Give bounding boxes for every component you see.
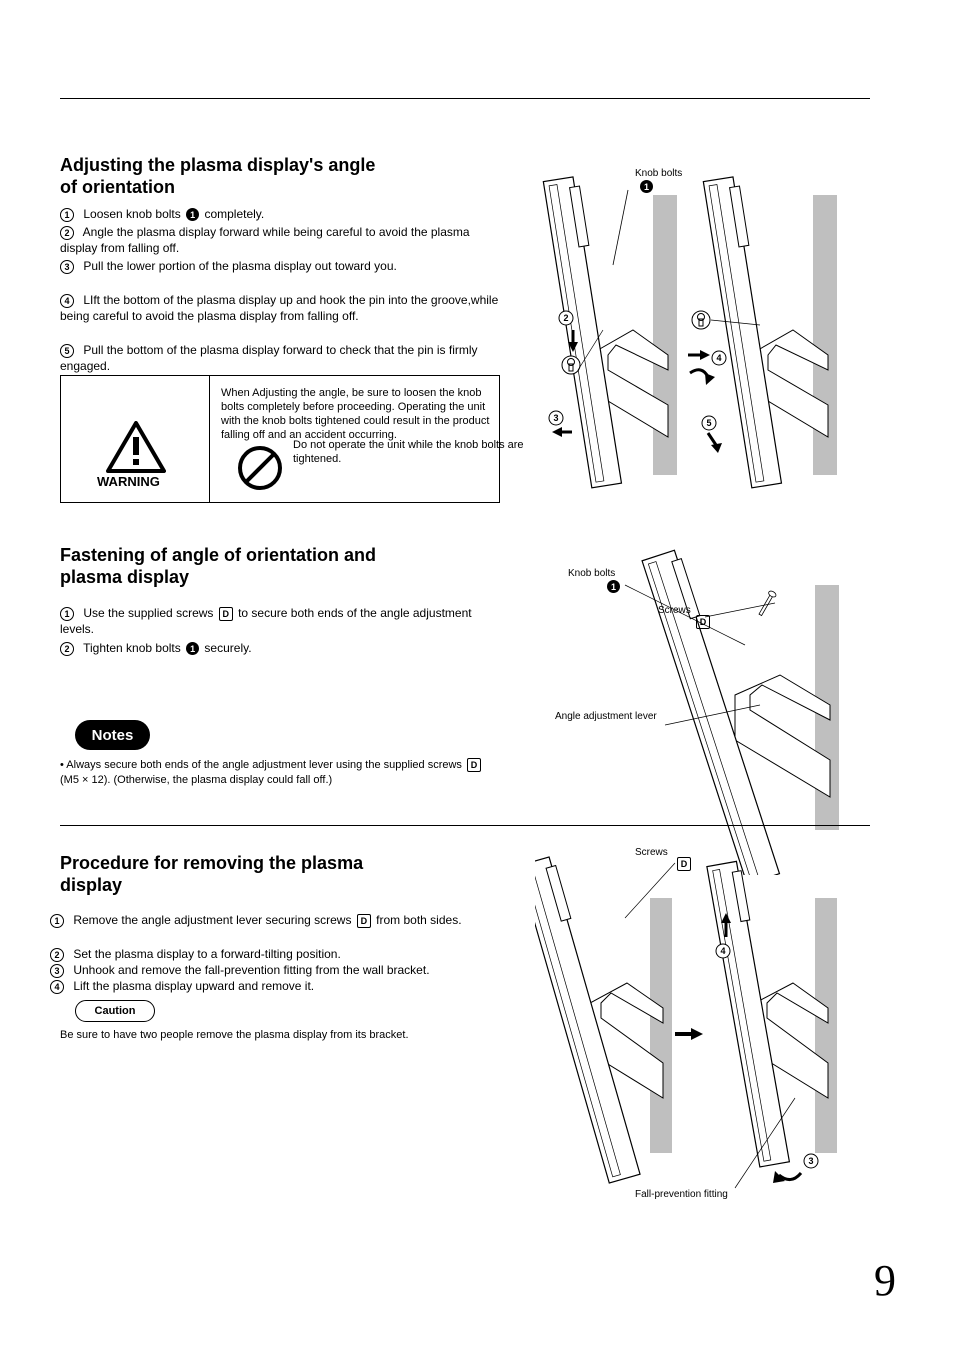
fig1-bullet-1-icon: 1 (640, 180, 653, 193)
warning-label: WARNING (97, 474, 160, 489)
section3-figure: 4 3 Screws D Fall-prevention fitting (535, 853, 875, 1223)
notes-text: • Always secure both ends of the angle a… (60, 758, 500, 788)
svg-text:5: 5 (706, 418, 711, 428)
fig2-knob-label: Knob bolts (568, 568, 615, 580)
section3-title-line2: display (60, 875, 122, 896)
s3-step1-pre: Remove the angle adjustment lever securi… (73, 913, 354, 927)
step5-text: Pull the bottom of the plasma display fo… (60, 343, 478, 373)
section1-title-line2: of orientation (60, 177, 175, 198)
bullet-1-icon: 1 (186, 208, 199, 221)
s3-box-d-icon: D (357, 914, 371, 928)
section1-step5: 5 Pull the bottom of the plasma display … (60, 342, 500, 374)
step1-suf: completely. (204, 207, 264, 221)
notes-pill: Notes (75, 720, 150, 750)
section1-title-line1: Adjusting the plasma display's angle (60, 155, 375, 176)
caution-text: Be sure to have two people remove the pl… (60, 1028, 500, 1043)
notes-suf: (M5 × 12). (Otherwise, the plasma displa… (60, 774, 332, 786)
step4-text: LIft the bottom of the plasma display up… (60, 293, 498, 323)
section1-step4: 4 LIft the bottom of the plasma display … (60, 292, 500, 324)
circled-4-icon: 4 (60, 294, 74, 308)
section3-step1: 1 Remove the angle adjustment lever secu… (50, 912, 510, 928)
s3-circled-4-icon: 4 (50, 980, 64, 994)
fig2-screws-label: Screws (658, 605, 691, 617)
warning-box: WARNING When Adjusting the angle, be sur… (60, 375, 500, 503)
section2-title-line1: Fastening of angle of orientation and (60, 545, 376, 566)
caution-pill: Caution (75, 1000, 155, 1022)
circled-1-icon: 1 (60, 208, 74, 222)
fig2-bullet-1-icon: 1 (607, 580, 620, 593)
rule-mid (60, 825, 870, 826)
warning-triangle-icon (106, 421, 166, 473)
s2-circled-2-icon: 2 (60, 642, 74, 656)
section3-step3: 3 Unhook and remove the fall-prevention … (50, 962, 510, 978)
fig1-knob-label: Knob bolts (635, 168, 682, 180)
svg-text:3: 3 (553, 413, 558, 423)
s3-circled-2-icon: 2 (50, 948, 64, 962)
warning-text: When Adjusting the angle, be sure to loo… (221, 386, 491, 442)
section1-step3: 3 Pull the lower portion of the plasma d… (60, 258, 500, 274)
section1-figure: 2 3 (538, 155, 873, 505)
warning-divider (209, 376, 210, 502)
s3-step3-text: Unhook and remove the fall-prevention fi… (73, 963, 429, 977)
svg-text:4: 4 (720, 946, 725, 956)
circled-5-icon: 5 (60, 344, 74, 358)
svg-text:2: 2 (563, 313, 568, 323)
fig2-lever-label: Angle adjustment lever (555, 711, 665, 723)
s3-step2-text: Set the plasma display to a forward-tilt… (73, 947, 340, 961)
fig3-box-d-icon: D (677, 857, 691, 871)
svg-text:3: 3 (808, 1156, 813, 1166)
section3-step4: 4 Lift the plasma display upward and rem… (50, 978, 510, 994)
s3-step1-suf: from both sides. (376, 913, 461, 927)
section3-title-line1: Procedure for removing the plasma (60, 853, 363, 874)
step2-text: Angle the plasma display forward while b… (60, 225, 470, 255)
section1-step1: 1 Loosen knob bolts 1 completely. (60, 206, 500, 222)
circled-3-icon: 3 (60, 260, 74, 274)
section3-step2: 2 Set the plasma display to a forward-ti… (50, 946, 510, 962)
box-d-icon: D (219, 607, 233, 621)
s3-circled-1-icon: 1 (50, 914, 64, 928)
step1-pre: Loosen knob bolts (83, 207, 184, 221)
page: Adjusting the plasma display's angle of … (0, 0, 954, 1350)
page-number: 9 (874, 1255, 896, 1306)
prohibit-text: Do not operate the unit while the knob b… (293, 438, 553, 466)
notes-box-d-icon: D (467, 758, 481, 772)
step3-text: Pull the lower portion of the plasma dis… (83, 259, 397, 273)
svg-text:4: 4 (716, 353, 721, 363)
fig3-screws-label: Screws (635, 847, 668, 859)
s3-step4-text: Lift the plasma display upward and remov… (73, 979, 314, 993)
section2-title-line2: plasma display (60, 567, 189, 588)
fig3-fitting-label: Fall-prevention fitting (635, 1189, 735, 1201)
notes-pre: • Always secure both ends of the angle a… (60, 759, 465, 771)
section2-step1: 1 Use the supplied screws D to secure bo… (60, 605, 500, 637)
section1-step2: 2 Angle the plasma display forward while… (60, 224, 500, 256)
s2-bullet-1-icon: 1 (186, 642, 199, 655)
s2-step2-pre: Tighten knob bolts (83, 641, 184, 655)
rule-top (60, 98, 870, 99)
s2-step1-pre: Use the supplied screws (83, 606, 216, 620)
section2-step2: 2 Tighten knob bolts 1 securely. (60, 640, 500, 656)
s2-circled-1-icon: 1 (60, 607, 74, 621)
s2-step2-suf: securely. (204, 641, 251, 655)
s3-circled-3-icon: 3 (50, 964, 64, 978)
fig2-box-d-icon: D (696, 615, 710, 629)
prohibit-icon (236, 444, 284, 492)
circled-2-icon: 2 (60, 226, 74, 240)
